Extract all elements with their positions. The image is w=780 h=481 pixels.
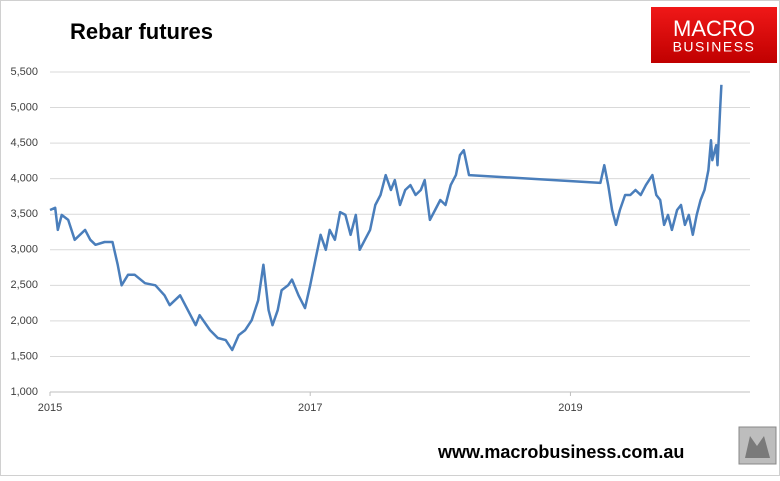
- logo-text: MACRO: [673, 16, 755, 41]
- y-tick-label: 4,000: [10, 173, 38, 185]
- y-tick-label: 4,500: [10, 137, 38, 149]
- wolf-icon-shape: [745, 436, 770, 458]
- y-tick-label: 2,500: [10, 279, 38, 291]
- y-tick-label: 5,000: [10, 101, 38, 113]
- x-tick-label: 2015: [38, 402, 62, 414]
- source: www.macrobusiness.com.au: [437, 442, 684, 462]
- y-tick-label: 1,000: [10, 386, 38, 398]
- x-tick-label: 2017: [298, 402, 322, 414]
- logo-text: BUSINESS: [673, 39, 756, 55]
- x-tick-label: 2019: [558, 402, 582, 414]
- line-series: [49, 84, 723, 352]
- y-tick-label: 3,000: [10, 244, 38, 256]
- chart-title: Rebar futures: [70, 19, 213, 44]
- y-tick-label: 5,500: [10, 66, 38, 78]
- y-tick-label: 2,000: [10, 315, 38, 327]
- y-tick-label: 1,500: [10, 350, 38, 362]
- logo-box: [651, 7, 777, 63]
- y-tick-label: 3,500: [10, 208, 38, 220]
